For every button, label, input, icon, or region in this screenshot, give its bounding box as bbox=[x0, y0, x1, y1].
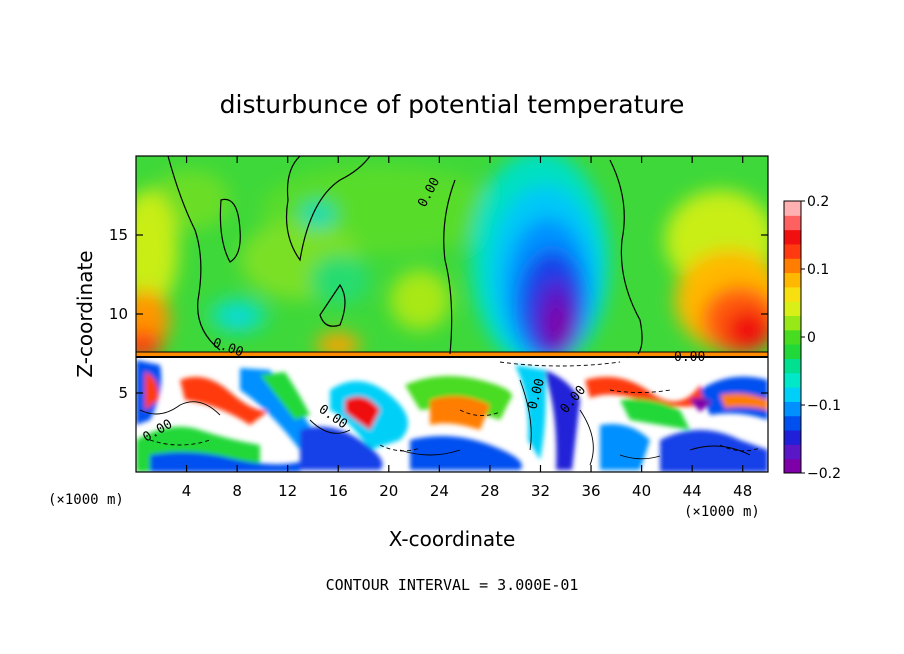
colorbar-swatch bbox=[784, 415, 801, 431]
colorbar-swatch bbox=[784, 444, 801, 460]
x-tick-label: 28 bbox=[480, 482, 499, 500]
contour-label: 0.00 bbox=[674, 350, 705, 365]
y-axis-label: Z-coordinate bbox=[73, 250, 97, 377]
lower-field bbox=[136, 360, 768, 472]
colorbar-swatch bbox=[784, 272, 801, 288]
lower-contours bbox=[139, 361, 761, 466]
x-tick-label: 20 bbox=[379, 482, 398, 500]
x-tick-label: 40 bbox=[632, 482, 651, 500]
contour-lines bbox=[136, 156, 768, 355]
y-tick-label: 5 bbox=[118, 384, 128, 402]
colorbar-swatch bbox=[784, 358, 801, 374]
chart-title: disturbunce of potential temperature bbox=[220, 90, 685, 119]
colorbar-swatch bbox=[784, 329, 801, 345]
colorbar-swatch bbox=[784, 430, 801, 445]
x-tick-label: 32 bbox=[531, 482, 550, 500]
x-tick-label: 12 bbox=[278, 482, 297, 500]
colorbar-swatch bbox=[784, 387, 801, 402]
colorbar-swatch bbox=[784, 372, 801, 388]
x-tick-label: 16 bbox=[329, 482, 348, 500]
y-tick-label: 15 bbox=[109, 226, 128, 244]
contour-interval-note: CONTOUR INTERVAL = 3.000E-01 bbox=[326, 576, 579, 594]
x-tick-label: 44 bbox=[683, 482, 702, 500]
x-tick-label: 8 bbox=[232, 482, 242, 500]
x-axis: 4 8 12 16 20 24 28 32 36 40 44 48 bbox=[182, 156, 752, 500]
colorbar-swatch bbox=[784, 229, 801, 245]
colorbar-swatch bbox=[784, 344, 801, 359]
x-tick-label: 48 bbox=[733, 482, 752, 500]
colorbar-tick-label: 0.1 bbox=[807, 262, 829, 278]
colorbar-swatch bbox=[784, 201, 801, 216]
colorbar-tick-label: −0.1 bbox=[807, 398, 841, 414]
colorbar-swatch bbox=[784, 243, 801, 259]
x-tick-label: 4 bbox=[182, 482, 192, 500]
colorbar-tick-label: 0.2 bbox=[807, 194, 829, 210]
x-axis-label: X-coordinate bbox=[389, 527, 516, 551]
x-unit-label: (×1000 m) bbox=[684, 504, 760, 520]
colorbar: 0.2 0.1 0 −0.1 −0.2 bbox=[783, 194, 841, 482]
colorbar-swatch bbox=[784, 401, 801, 417]
x-tick-label: 24 bbox=[430, 482, 449, 500]
y-axis: 5 10 15 bbox=[109, 226, 768, 402]
colorbar-swatch bbox=[784, 458, 801, 474]
y-tick-label: 10 bbox=[109, 305, 128, 323]
plot-area: 0.00 0.00 0.00 0.00 0.00 0.00 0.00 bbox=[136, 156, 768, 472]
colorbar-swatch bbox=[784, 315, 801, 331]
colorbar-swatch bbox=[784, 215, 801, 231]
colorbar-swatch bbox=[784, 258, 801, 274]
colorbar-swatch bbox=[784, 301, 801, 317]
interface-band bbox=[136, 352, 768, 356]
y-unit-label: (×1000 m) bbox=[48, 492, 124, 508]
colorbar-tick-label: −0.2 bbox=[807, 466, 841, 482]
colorbar-swatch bbox=[784, 286, 801, 302]
x-tick-label: 36 bbox=[581, 482, 600, 500]
colorbar-tick-label: 0 bbox=[807, 330, 816, 346]
